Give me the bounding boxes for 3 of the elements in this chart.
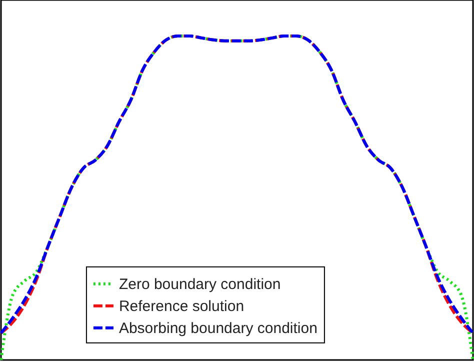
legend-label: Absorbing boundary condition bbox=[118, 320, 318, 337]
legend-label: Reference solution bbox=[118, 298, 244, 315]
legend-label: Zero boundary condition bbox=[118, 276, 281, 293]
